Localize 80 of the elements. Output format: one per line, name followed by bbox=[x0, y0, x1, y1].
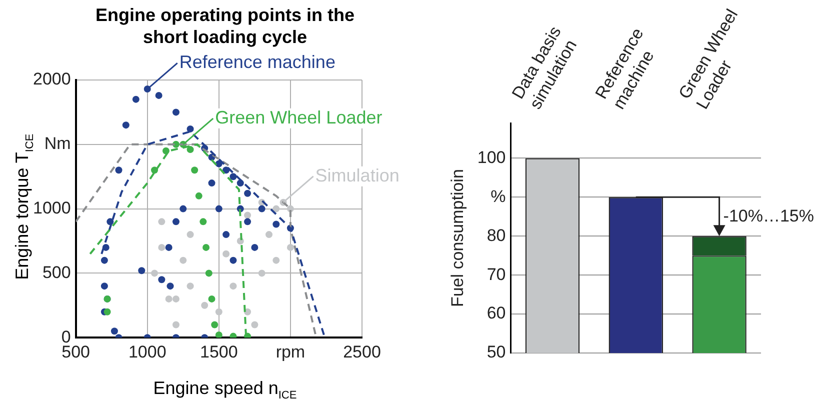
point bbox=[215, 308, 222, 316]
point bbox=[172, 108, 180, 116]
point bbox=[172, 321, 180, 328]
point bbox=[251, 321, 258, 328]
point bbox=[272, 220, 280, 228]
point bbox=[191, 166, 198, 174]
point bbox=[202, 244, 210, 251]
chart-title: Engine operating points in the short loading cycle bbox=[95, 4, 355, 48]
point bbox=[251, 244, 258, 251]
point bbox=[180, 205, 187, 212]
x-tick-label: 1000 bbox=[128, 342, 166, 362]
point bbox=[205, 270, 212, 277]
point bbox=[230, 332, 237, 338]
y-axis-title: Fuel consumptioin bbox=[448, 169, 467, 308]
point bbox=[155, 92, 162, 99]
point bbox=[215, 205, 222, 212]
point bbox=[195, 192, 202, 200]
y-tick-label: 80 bbox=[486, 226, 506, 245]
point bbox=[236, 180, 244, 187]
point bbox=[186, 125, 194, 132]
point bbox=[115, 166, 122, 174]
point bbox=[180, 256, 187, 264]
point bbox=[100, 256, 108, 264]
y-tick-label: 1000 bbox=[32, 198, 71, 218]
y-tick-label: 70 bbox=[486, 264, 506, 284]
point bbox=[158, 244, 166, 251]
point bbox=[104, 308, 111, 316]
point bbox=[258, 205, 266, 212]
x-axis-title: Engine speed n$_{ICE}$ bbox=[152, 378, 298, 402]
point bbox=[106, 218, 114, 226]
point bbox=[162, 147, 170, 154]
point bbox=[165, 295, 172, 302]
point bbox=[208, 180, 216, 187]
point bbox=[272, 205, 280, 212]
point bbox=[230, 173, 237, 180]
point bbox=[122, 122, 130, 129]
y-tick-label: Nm bbox=[44, 134, 71, 154]
point bbox=[151, 270, 158, 277]
point bbox=[258, 270, 266, 277]
x-tick-label: rpm bbox=[276, 342, 306, 362]
point bbox=[165, 244, 172, 251]
point bbox=[132, 96, 140, 103]
y-tick-label: 100 bbox=[477, 148, 506, 167]
point bbox=[208, 295, 216, 302]
point bbox=[286, 244, 294, 251]
point bbox=[100, 282, 108, 290]
point bbox=[244, 218, 252, 226]
series-label: Simulation bbox=[315, 165, 400, 186]
point bbox=[272, 256, 280, 264]
point bbox=[186, 146, 194, 154]
x-tick-label: 2500 bbox=[343, 342, 381, 362]
point bbox=[138, 267, 146, 274]
point bbox=[265, 231, 272, 238]
point bbox=[166, 282, 174, 290]
series-label: Green Wheel Loader bbox=[215, 107, 382, 128]
point bbox=[211, 321, 218, 328]
point bbox=[158, 276, 166, 284]
point bbox=[110, 328, 118, 335]
y-tick-label: 2000 bbox=[32, 70, 71, 89]
point bbox=[151, 166, 158, 174]
y-tick-label: 50 bbox=[486, 342, 506, 362]
annotation: -10%…15% bbox=[723, 206, 814, 226]
point bbox=[222, 250, 230, 258]
point bbox=[244, 190, 252, 197]
point bbox=[201, 302, 208, 309]
point bbox=[172, 295, 180, 302]
point bbox=[186, 282, 194, 290]
point bbox=[158, 218, 166, 226]
y-tick-label: 500 bbox=[42, 262, 71, 282]
point bbox=[215, 332, 222, 338]
point bbox=[230, 256, 237, 264]
point bbox=[222, 231, 230, 238]
x-tick-label: 1500 bbox=[200, 342, 238, 362]
point bbox=[186, 231, 194, 238]
point bbox=[200, 218, 207, 226]
point bbox=[172, 218, 180, 226]
y-tick-label: 60 bbox=[486, 304, 506, 323]
point bbox=[230, 282, 237, 290]
y-tick-label: % bbox=[490, 186, 506, 206]
point bbox=[244, 212, 252, 219]
